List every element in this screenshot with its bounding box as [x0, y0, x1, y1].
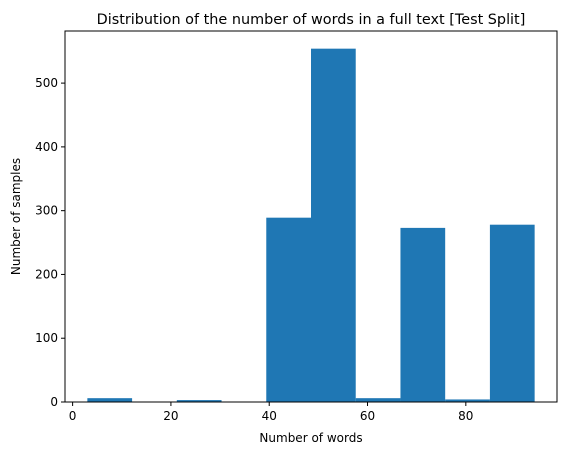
y-tick-label: 0 [50, 395, 58, 409]
x-axis-label: Number of words [259, 431, 362, 445]
histogram-bar-8 [445, 399, 490, 402]
bars-group [87, 48, 535, 403]
x-tick-label: 20 [163, 409, 178, 423]
y-tick-label: 200 [35, 267, 58, 281]
y-tick-label: 300 [35, 204, 58, 218]
x-tick-label: 40 [262, 409, 277, 423]
histogram-bar-4 [266, 217, 311, 402]
plot-frame [64, 30, 558, 403]
x-tick-label: 60 [360, 409, 375, 423]
y-axis-label: Number of samples [9, 158, 23, 275]
histogram-bar-5 [311, 48, 356, 403]
x-tick-label: 0 [69, 409, 77, 423]
y-tick-label: 100 [35, 331, 58, 345]
y-tick-label: 400 [35, 140, 58, 154]
y-ticks-group: 0 100 200 300 400 500 [35, 76, 65, 409]
histogram-bar-9 [489, 224, 535, 402]
x-ticks-group: 0 20 40 60 80 [69, 402, 473, 423]
histogram-bar-0 [87, 398, 133, 402]
x-tick-label: 80 [458, 409, 473, 423]
histogram-bar-6 [355, 398, 401, 402]
y-tick-label: 500 [35, 76, 58, 90]
chart-title: Distribution of the number of words in a… [97, 12, 526, 28]
histogram-bar-2 [176, 400, 222, 402]
histogram-bar-7 [400, 227, 446, 402]
